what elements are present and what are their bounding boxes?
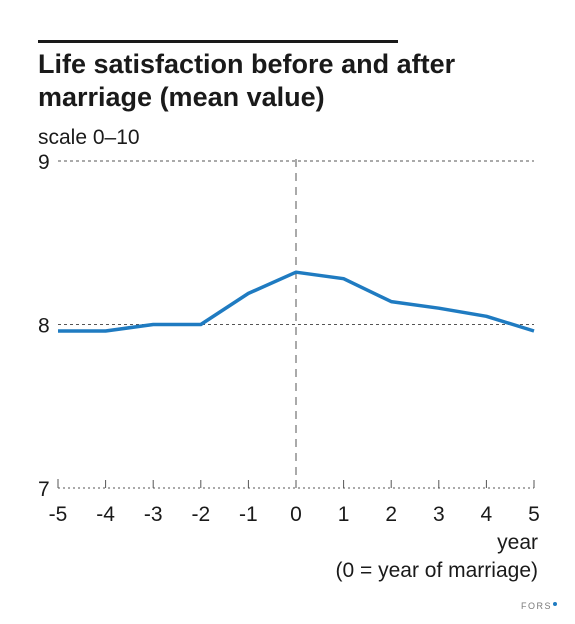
data-point	[534, 331, 535, 332]
x-tick-label: 1	[338, 503, 350, 526]
x-tick-label: -4	[96, 503, 115, 526]
x-tick-label: 2	[385, 503, 397, 526]
x-axis-sublabel: (0 = year of marriage)	[335, 559, 539, 582]
brand-logo: FORS	[521, 601, 557, 611]
title-rule	[38, 40, 398, 43]
brand-dot-icon	[553, 602, 557, 606]
data-point	[296, 272, 297, 273]
y-tick-labels: 7 8 9	[38, 151, 50, 501]
x-tick-label: 3	[433, 503, 445, 526]
x-axis-label: year	[497, 531, 538, 554]
data-point	[438, 308, 439, 309]
data-point	[105, 331, 106, 332]
gridlines	[58, 160, 534, 325]
data-point	[248, 293, 249, 294]
data-point	[391, 301, 392, 302]
x-tick-label: -1	[239, 503, 258, 526]
data-point	[486, 316, 487, 317]
x-tick-labels: -5 -4 -3 -2 -1 0 1 2 3 4 5	[49, 503, 540, 526]
x-tick-label: 4	[481, 503, 493, 526]
series-line	[58, 270, 535, 333]
y-tick-label: 7	[38, 478, 50, 501]
series-group	[58, 270, 535, 333]
y-tick-label: 8	[38, 315, 50, 338]
data-point	[58, 331, 59, 332]
x-axis	[57, 479, 535, 489]
x-tick-label: -5	[49, 503, 68, 526]
x-tick-label: -3	[144, 503, 163, 526]
x-tick-label: 0	[290, 503, 302, 526]
y-axis-label: scale 0–10	[38, 126, 140, 149]
x-tick-label: -2	[191, 503, 210, 526]
data-point	[200, 324, 201, 325]
y-tick-label: 9	[38, 151, 50, 174]
chart-title: Life satisfaction before and after marri…	[38, 49, 456, 112]
x-tick-label: 5	[528, 503, 540, 526]
data-point	[153, 324, 154, 325]
brand-text: FORS	[520, 601, 552, 611]
data-point	[343, 278, 344, 279]
